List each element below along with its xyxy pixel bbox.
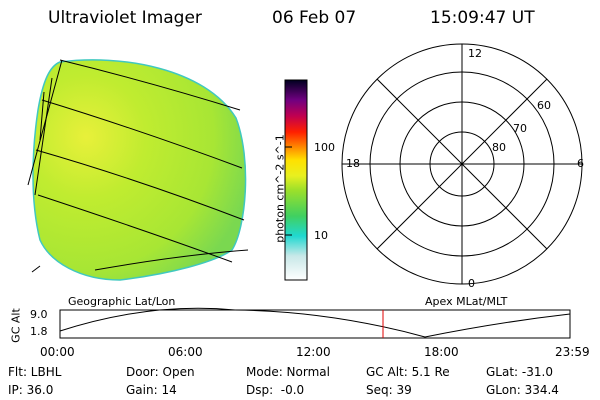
lat-label-60: 60 <box>537 99 551 112</box>
ip-label: IP: 36.0 <box>8 383 54 397</box>
altitude-xtick-0600: 06:00 <box>168 345 203 359</box>
altitude-xtick-1800: 18:00 <box>424 345 459 359</box>
lat-label-70: 70 <box>513 122 527 135</box>
polar-caption: Apex MLat/MLT <box>425 295 508 308</box>
glat-label: GLat: -31.0 <box>486 365 553 379</box>
uv-image <box>27 59 249 281</box>
altitude-ylabel: GC Alt <box>9 308 23 343</box>
colorbar <box>284 79 308 281</box>
app-title: Ultraviolet Imager <box>48 8 202 28</box>
mlt-label-12: 12 <box>468 47 482 60</box>
altitude-xtick-0000: 00:00 <box>40 345 75 359</box>
colorbar-tick-100: 100 <box>314 141 335 154</box>
mlt-label-0: 0 <box>468 277 475 290</box>
altitude-xtick-2359: 23:59 <box>555 345 590 359</box>
polar-plot <box>341 43 583 285</box>
colorbar-tick-10: 10 <box>314 229 328 242</box>
mlt-label-6: 6 <box>577 157 584 170</box>
seq-label: Seq: 39 <box>366 383 412 397</box>
altitude-xtick-1200: 12:00 <box>296 345 331 359</box>
gain-label: Gain: 14 <box>126 383 177 397</box>
dsp-label: Dsp: -0.0 <box>246 383 305 397</box>
geo-caption: Geographic Lat/Lon <box>68 295 176 308</box>
door-label: Door: Open <box>126 365 195 379</box>
altitude-ytick-1-8: 1.8 <box>30 325 48 338</box>
gc-alt-label: GC Alt: 5.1 Re <box>366 365 450 379</box>
altitude-ytick-9: 9.0 <box>30 308 48 321</box>
mlt-label-18: 18 <box>346 157 360 170</box>
altitude-plot <box>59 307 571 339</box>
colorbar-label: photon cm^-2 s^-1 <box>273 134 287 243</box>
lat-label-80: 80 <box>492 141 506 154</box>
time-label: 15:09:47 UT <box>430 8 535 28</box>
glon-label: GLon: 334.4 <box>486 383 559 397</box>
filter-label: Flt: LBHL <box>8 365 62 379</box>
mode-label: Mode: Normal <box>246 365 330 379</box>
date-label: 06 Feb 07 <box>272 8 357 28</box>
